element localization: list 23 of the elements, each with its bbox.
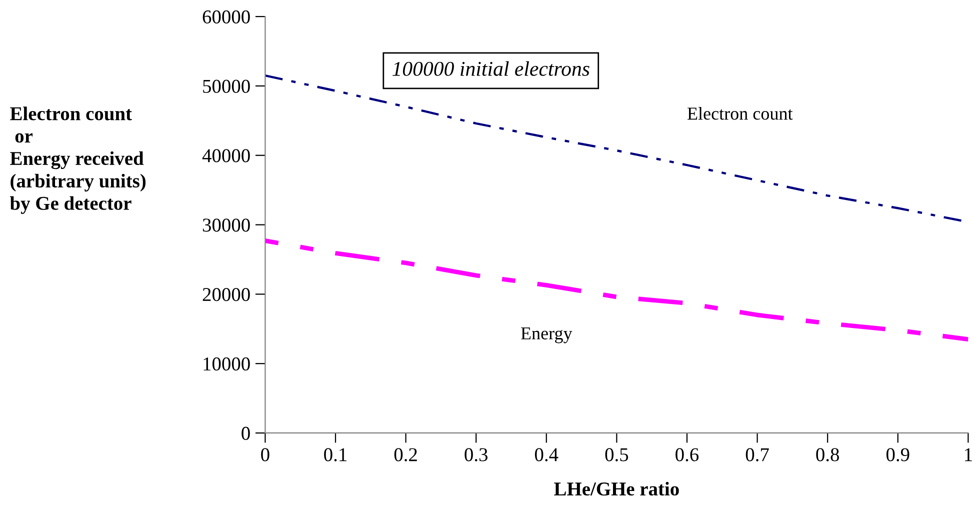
y-axis-title: Electron count or Energy received (arbitrary units) by Ge detector: [10, 106, 146, 214]
x-tick-label: 0.3: [464, 448, 488, 462]
x-tick-label: 0.1: [324, 448, 346, 462]
x-tick-label: 0.7: [746, 448, 769, 462]
annotation: 100000 initial electrons: [392, 61, 590, 76]
x-tick-label: 0.2: [394, 448, 417, 462]
x-tick-label: 1: [965, 448, 972, 462]
y-tick-label: 20000: [202, 288, 250, 302]
x-tick-label: 0.8: [816, 448, 839, 462]
x-tick-label: 0: [261, 448, 270, 462]
y-tick-label: 0: [242, 426, 250, 440]
x-tick-label: 0.4: [534, 448, 558, 462]
x-axis-title: LHe/GHe ratio: [554, 482, 679, 496]
text: Electron count: [688, 107, 793, 120]
y-tick-label: 50000: [203, 80, 250, 93]
x-tick-label: 0.9: [886, 448, 910, 462]
y-tick-label: 10000: [204, 357, 250, 371]
y-tick-label: 40000: [202, 149, 250, 162]
y-tick-label: 60000: [202, 10, 250, 24]
text: Energy: [521, 327, 572, 344]
y-tick-label: 30000: [202, 218, 250, 232]
x-tick-label: 0.6: [676, 448, 699, 462]
x-tick-label: 0.5: [605, 448, 628, 462]
